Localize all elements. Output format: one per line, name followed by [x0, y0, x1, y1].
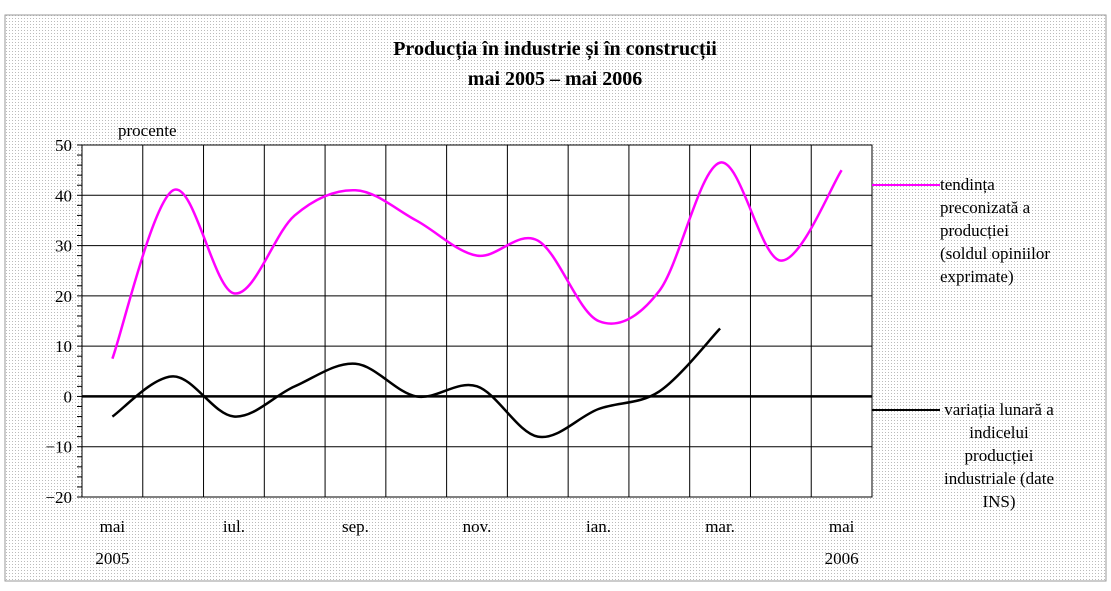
y-axis-label: procente	[118, 121, 177, 140]
x-tick-label: ian.	[586, 517, 611, 536]
y-tick-label: 30	[55, 237, 72, 256]
series-line	[111, 161, 843, 360]
chart-title: Producția în industrie și în construcții	[393, 38, 717, 61]
y-tick-label: 0	[64, 387, 73, 406]
x-tick-label: mai 2005	[95, 517, 129, 568]
y-tick-label: 50	[55, 136, 72, 155]
chart-subtitle: mai 2005 – mai 2006	[468, 68, 642, 90]
y-tick-label: −10	[45, 438, 72, 457]
y-tick-label: 10	[55, 337, 72, 356]
legend-label: tendința preconizată a producției (soldu…	[940, 175, 1051, 286]
y-tick-label: 20	[55, 287, 72, 306]
series-line	[111, 327, 721, 439]
x-tick-label: sep.	[342, 517, 369, 536]
x-tick-label: mai 2006	[825, 517, 859, 568]
y-tick-label: 40	[55, 186, 72, 205]
legend-label: variația lunară a indicelui producției i…	[944, 400, 1054, 511]
plot-border	[81, 144, 873, 498]
x-tick-label: mar.	[705, 517, 735, 536]
plot-area	[82, 145, 872, 497]
x-tick-label: iul.	[223, 517, 245, 536]
y-tick-label: −20	[45, 488, 72, 507]
x-tick-label: nov.	[463, 517, 492, 536]
